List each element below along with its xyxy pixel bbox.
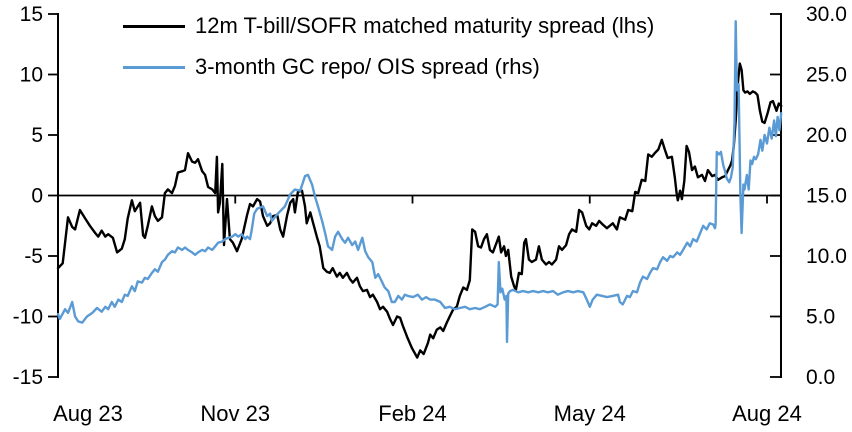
right-axis-label: 10.0 xyxy=(806,245,847,268)
series-line-gc-repo-ois xyxy=(56,20,783,344)
left-axis-label: -15 xyxy=(13,366,43,389)
right-axis-label: 20.0 xyxy=(806,124,847,147)
right-axis-label: 0.0 xyxy=(806,366,835,389)
x-axis-label: Aug 24 xyxy=(732,401,802,426)
right-axis-label: 15.0 xyxy=(806,185,847,208)
x-axis-label: Nov 23 xyxy=(200,401,270,426)
legend-label-tbill-sofr: 12m T-bill/SOFR matched maturity spread … xyxy=(195,13,655,38)
legend-item-tbill-sofr: 12m T-bill/SOFR matched maturity spread … xyxy=(123,12,654,40)
left-axis-label: -5 xyxy=(24,245,43,268)
legend-label-gc-repo-ois: 3-month GC repo/ OIS spread (rhs) xyxy=(195,54,540,79)
x-axis-label: Aug 23 xyxy=(53,401,123,426)
legend-line-swatch-black xyxy=(123,24,185,28)
left-axis-label: 0 xyxy=(31,185,43,208)
legend: 12m T-bill/SOFR matched maturity spread … xyxy=(123,12,654,94)
right-axis-label: 25.0 xyxy=(806,64,847,87)
x-axis-label: Feb 24 xyxy=(378,401,447,426)
legend-item-gc-repo-ois: 3-month GC repo/ OIS spread (rhs) xyxy=(123,53,654,81)
x-axis-label: May 24 xyxy=(554,401,626,426)
left-axis-label: 5 xyxy=(31,124,43,147)
right-axis-label: 5.0 xyxy=(806,306,835,329)
left-axis-label: 15 xyxy=(20,3,43,26)
right-axis-label: 30.0 xyxy=(806,3,847,26)
left-axis-label: -10 xyxy=(13,306,43,329)
series-line-tbill-sofr xyxy=(56,62,783,359)
legend-line-swatch-blue xyxy=(123,65,185,69)
left-axis-label: 10 xyxy=(20,64,43,87)
